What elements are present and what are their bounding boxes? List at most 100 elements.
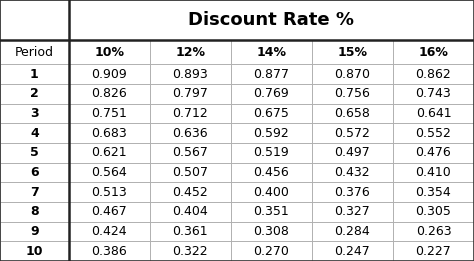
Bar — [0, 241, 69, 261]
Bar — [312, 202, 393, 222]
Bar — [0, 182, 69, 202]
Text: 5: 5 — [30, 146, 39, 159]
Text: 0.909: 0.909 — [91, 68, 127, 81]
Bar — [231, 143, 312, 163]
Bar — [69, 84, 150, 104]
Text: 0.641: 0.641 — [416, 107, 451, 120]
Text: 0.361: 0.361 — [173, 225, 208, 238]
Text: 0.432: 0.432 — [335, 166, 370, 179]
Bar — [312, 222, 393, 241]
Text: 0.322: 0.322 — [173, 245, 208, 258]
Text: 0.476: 0.476 — [416, 146, 451, 159]
Text: 0.513: 0.513 — [91, 186, 127, 199]
Text: 10%: 10% — [94, 46, 124, 59]
Text: 0.712: 0.712 — [173, 107, 208, 120]
Bar — [231, 64, 312, 84]
Bar — [69, 40, 150, 64]
Bar — [231, 182, 312, 202]
Text: 0.263: 0.263 — [416, 225, 451, 238]
Bar — [231, 123, 312, 143]
Text: 0.404: 0.404 — [173, 205, 208, 218]
Text: Period: Period — [15, 46, 54, 59]
Text: 6: 6 — [30, 166, 39, 179]
Bar — [312, 241, 393, 261]
Text: 16%: 16% — [419, 46, 448, 59]
Bar — [69, 202, 150, 222]
Bar — [393, 241, 474, 261]
Text: 0.592: 0.592 — [254, 127, 289, 140]
Bar — [231, 202, 312, 222]
Bar — [393, 202, 474, 222]
Bar — [0, 64, 69, 84]
Bar — [0, 143, 69, 163]
Text: 2: 2 — [30, 87, 39, 100]
Text: 14%: 14% — [256, 46, 286, 59]
Bar — [150, 202, 231, 222]
Text: 0.893: 0.893 — [173, 68, 208, 81]
Bar — [312, 123, 393, 143]
Text: 0.567: 0.567 — [173, 146, 208, 159]
Text: 0.456: 0.456 — [254, 166, 289, 179]
Bar — [69, 104, 150, 123]
Text: 0.354: 0.354 — [416, 186, 451, 199]
Bar — [150, 123, 231, 143]
Text: 0.247: 0.247 — [335, 245, 370, 258]
Text: 0.572: 0.572 — [335, 127, 370, 140]
Bar — [150, 182, 231, 202]
Bar — [312, 104, 393, 123]
Bar — [231, 40, 312, 64]
Text: 0.351: 0.351 — [254, 205, 289, 218]
Bar — [393, 123, 474, 143]
Text: 3: 3 — [30, 107, 39, 120]
Bar — [69, 163, 150, 182]
Text: 0.452: 0.452 — [173, 186, 208, 199]
Bar — [0, 222, 69, 241]
Bar — [312, 143, 393, 163]
Bar — [150, 84, 231, 104]
Bar — [231, 84, 312, 104]
Text: 0.519: 0.519 — [254, 146, 289, 159]
Text: 0.424: 0.424 — [91, 225, 127, 238]
Text: 0.743: 0.743 — [416, 87, 451, 100]
Text: 0.769: 0.769 — [254, 87, 289, 100]
Text: 0.376: 0.376 — [335, 186, 370, 199]
Bar — [231, 222, 312, 241]
Text: 1: 1 — [30, 68, 39, 81]
Bar — [69, 182, 150, 202]
Bar — [0, 84, 69, 104]
Text: 0.305: 0.305 — [416, 205, 451, 218]
Bar — [0, 104, 69, 123]
Text: 0.826: 0.826 — [91, 87, 127, 100]
Text: 0.507: 0.507 — [173, 166, 208, 179]
Bar — [69, 0, 474, 40]
Bar — [312, 182, 393, 202]
Bar — [150, 104, 231, 123]
Bar — [312, 84, 393, 104]
Text: 0.467: 0.467 — [91, 205, 127, 218]
Text: 0.327: 0.327 — [335, 205, 370, 218]
Bar — [231, 163, 312, 182]
Text: 15%: 15% — [337, 46, 367, 59]
Bar — [150, 143, 231, 163]
Bar — [69, 241, 150, 261]
Bar — [393, 163, 474, 182]
Bar — [231, 241, 312, 261]
Bar — [0, 202, 69, 222]
Bar — [150, 40, 231, 64]
Text: 0.552: 0.552 — [416, 127, 451, 140]
Text: 0.284: 0.284 — [335, 225, 370, 238]
Text: 0.658: 0.658 — [335, 107, 370, 120]
Text: Discount Rate %: Discount Rate % — [188, 11, 355, 29]
Bar — [393, 104, 474, 123]
Text: 0.270: 0.270 — [254, 245, 289, 258]
Bar — [312, 163, 393, 182]
Text: 0.862: 0.862 — [416, 68, 451, 81]
Text: 0.410: 0.410 — [416, 166, 451, 179]
Bar — [69, 222, 150, 241]
Text: 0.227: 0.227 — [416, 245, 451, 258]
Text: 0.400: 0.400 — [254, 186, 289, 199]
Bar — [231, 104, 312, 123]
Text: 7: 7 — [30, 186, 39, 199]
Bar — [150, 241, 231, 261]
Text: 9: 9 — [30, 225, 39, 238]
